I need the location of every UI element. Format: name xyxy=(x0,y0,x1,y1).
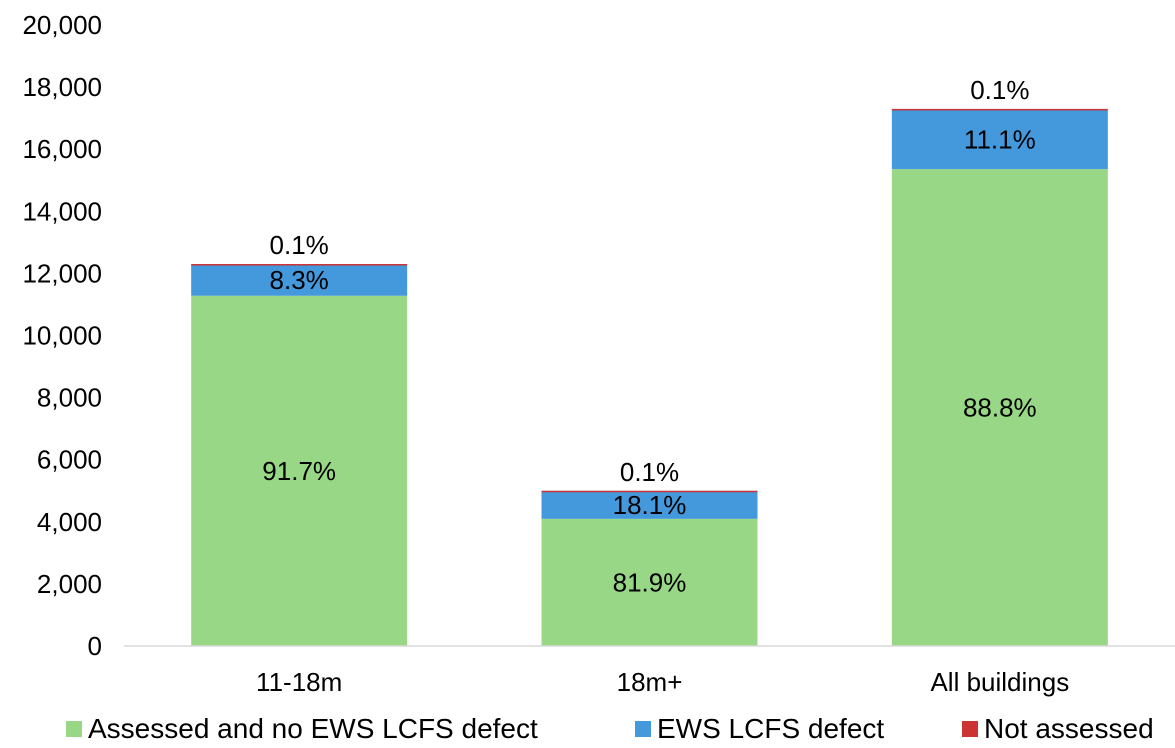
bar-segment xyxy=(891,169,1108,646)
bar-segment xyxy=(541,490,758,519)
data-label: 18.1% xyxy=(613,490,687,520)
data-label: 81.9% xyxy=(613,567,687,597)
data-label: 8.3% xyxy=(270,265,329,295)
x-tick-label: All buildings xyxy=(930,667,1069,697)
data-label: 11.1% xyxy=(964,124,1036,154)
y-axis: 0 2,000 4,000 6,000 8,000 10,000 12,000 14,000 1… xyxy=(22,10,102,661)
bar-segment xyxy=(541,490,758,493)
legend-swatch-not-assessed xyxy=(962,721,978,737)
data-label: 0.1% xyxy=(620,457,679,487)
bar-segment xyxy=(891,108,1108,111)
x-tick-label: 11-18m xyxy=(256,667,342,697)
legend-item-defect: EWS LCFS defect xyxy=(635,713,884,745)
bars: 91.7%8.3%0.1%81.9%18.1%0.1%88.8%11.1%0.1… xyxy=(191,75,1108,646)
y-tick-label: 8,000 xyxy=(37,383,102,413)
bar-segment xyxy=(191,264,408,266)
y-tick-label: 6,000 xyxy=(37,445,102,475)
legend-item-not-assessed: Not assessed xyxy=(962,713,1154,745)
x-tick-label: 18m+ xyxy=(617,667,683,697)
y-tick-label: 2,000 xyxy=(37,569,102,599)
y-tick-label: 14,000 xyxy=(22,196,102,226)
bar-segment xyxy=(541,518,758,646)
legend-swatch-defect xyxy=(635,721,651,737)
bar-segment xyxy=(891,109,1108,170)
data-label: 88.8% xyxy=(963,393,1037,423)
legend-label-defect: EWS LCFS defect xyxy=(657,713,885,744)
bar-segment xyxy=(191,264,408,296)
y-tick-label: 12,000 xyxy=(22,258,102,288)
legend-label-assessed: Assessed and no EWS LCFS defect xyxy=(88,713,538,744)
bar-segment xyxy=(191,295,408,646)
legend-swatch-assessed xyxy=(66,721,82,737)
data-label: 91.7% xyxy=(262,456,336,486)
data-label: 0.1% xyxy=(970,75,1029,105)
legend: Assessed and no EWS LCFS defect EWS LCFS… xyxy=(0,713,1175,748)
y-tick-label: 20,000 xyxy=(22,10,102,40)
y-tick-label: 18,000 xyxy=(22,72,102,102)
legend-label-not-assessed: Not assessed xyxy=(984,713,1154,744)
x-axis: 11-18m 18m+ All buildings xyxy=(124,645,1175,697)
y-tick-label: 16,000 xyxy=(22,134,102,164)
y-tick-label: 10,000 xyxy=(22,321,102,351)
y-tick-label: 0 xyxy=(88,631,102,661)
legend-item-assessed: Assessed and no EWS LCFS defect xyxy=(66,713,538,745)
stacked-bar-chart: 0 2,000 4,000 6,000 8,000 10,000 12,000 14,000 1… xyxy=(22,10,1175,697)
data-label: 0.1% xyxy=(270,230,329,260)
y-tick-label: 4,000 xyxy=(37,507,102,537)
